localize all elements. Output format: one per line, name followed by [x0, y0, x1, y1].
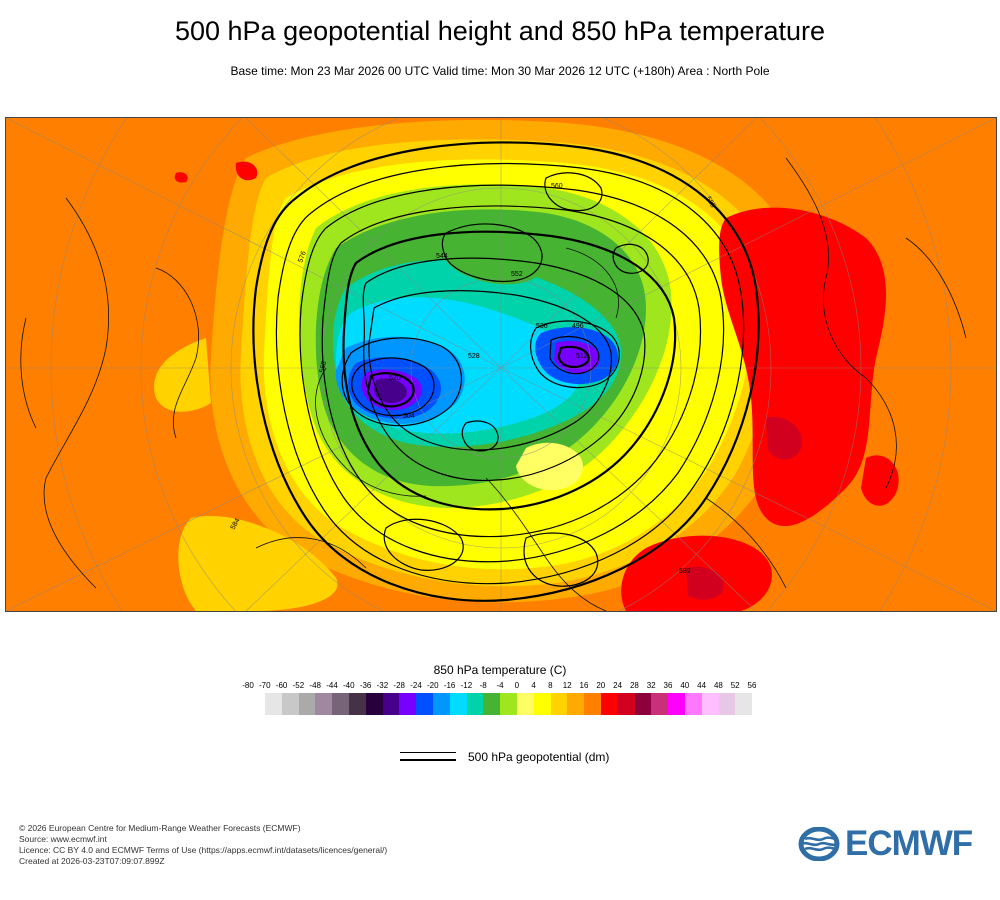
legend-swatch [668, 693, 685, 715]
legend-tick-label: -44 [326, 681, 338, 690]
temperature-legend-bar [265, 693, 753, 715]
legend-swatch [416, 693, 433, 715]
ecmwf-logo: ECMWF [795, 824, 985, 863]
legend-tick-label: 16 [579, 681, 589, 690]
legend-tick-label: -70 [259, 681, 271, 690]
legend-swatch [701, 693, 719, 715]
contour-label: 544 [436, 253, 448, 260]
legend-tick-label: 8 [548, 681, 553, 690]
north-pole-map: 584 576 568 560 552 544 536 528 520 512 … [6, 118, 996, 611]
legend-swatch [265, 693, 282, 715]
legend-swatch [651, 693, 669, 715]
contour-label: 560 [551, 183, 563, 190]
legend-tick-label: -20 [427, 681, 439, 690]
legend-swatch [634, 693, 652, 715]
legend-tick-label: 40 [680, 681, 690, 690]
legend-tick-label: 12 [562, 681, 572, 690]
coastlines [20, 157, 967, 611]
legend-tick-label: 36 [663, 681, 673, 690]
legend-swatch [584, 693, 601, 715]
temperature-legend-ticks: -80 -70 -60 -52 -48 -44 -40 -36 -32 -28 -24 -20 -16-… [0, 681, 1000, 693]
contour-label: 576 [297, 250, 308, 263]
legend-swatch [718, 693, 736, 715]
chart-title: 500 hPa geopotential height and 850 hPa … [174, 16, 825, 46]
legend-tick-label: -8 [479, 681, 487, 690]
legend-tick-label: -80 [242, 681, 254, 690]
contour-label: 552 [511, 271, 523, 278]
legend-swatch [500, 693, 517, 715]
contour-label: 512 [576, 353, 588, 360]
legend-tick-label: -36 [359, 681, 372, 690]
legend-swatch [567, 693, 585, 715]
legend-swatch [281, 693, 299, 715]
legend-tick-label: 56 [747, 681, 757, 690]
contour-label: 584 [230, 517, 242, 531]
source-text: Source: www.ecmwf.int [19, 834, 107, 844]
legend-swatch [483, 693, 501, 715]
contour-label: 504 [403, 413, 415, 420]
contour-label: 568 [319, 361, 328, 374]
legend-swatch [365, 693, 383, 715]
ecmwf-logo-text: ECMWF [845, 824, 973, 863]
legend-tick-label: 32 [646, 681, 656, 690]
legend-swatch [550, 693, 568, 715]
legend-swatch [735, 693, 753, 715]
legend-tick-label: -4 [496, 681, 504, 690]
contour-label: 496 [572, 323, 584, 330]
legend-tick-label: -48 [309, 681, 321, 690]
legend-swatch [516, 693, 534, 715]
geopotential-legend-thin-line [400, 752, 456, 753]
legend-swatch [332, 693, 349, 715]
chart-subtitle: Base time: Mon 23 Mar 2026 00 UTC Valid … [230, 64, 770, 78]
contour-label: 592 [679, 568, 691, 575]
legend-swatch [382, 693, 400, 715]
legend-tick-label: 44 [697, 681, 707, 690]
legend-swatch [449, 693, 467, 715]
legend-tick-label: -32 [376, 681, 389, 690]
legend-swatch [298, 693, 316, 715]
legend-tick-label: 20 [596, 681, 606, 690]
geopotential-legend: 500 hPa geopotential (dm) [400, 748, 700, 768]
temperature-legend-title: 850 hPa temperature (C) [433, 663, 567, 677]
contour-labels: 584 576 568 560 552 544 536 528 520 512 … [230, 183, 717, 575]
legend-swatch [466, 693, 484, 715]
contour-label: 528 [468, 353, 480, 360]
legend-tick-label: -60 [275, 681, 288, 690]
legend-swatch [315, 693, 333, 715]
geopotential-legend-thick-line [400, 759, 456, 761]
legend-swatch [348, 693, 366, 715]
created-text: Created at 2026-03-23T07:09:07.899Z [19, 856, 165, 866]
temperature-hot-areas [174, 161, 899, 611]
legend-tick-label: 24 [613, 681, 623, 690]
geopotential-contours [252, 141, 760, 602]
legend-tick-label: 4 [531, 681, 536, 690]
contour-label: 520 [389, 375, 401, 382]
legend-swatch [432, 693, 450, 715]
temperature-cold-core [299, 184, 672, 509]
legend-tick-label: -16 [443, 681, 456, 690]
legend-tick-label: -28 [393, 681, 405, 690]
legend-swatch [533, 693, 551, 715]
map-panel: 584 576 568 560 552 544 536 528 520 512 … [5, 117, 997, 612]
copyright-text: © 2026 European Centre for Medium-Range … [19, 823, 301, 833]
legend-tick-label: -24 [410, 681, 422, 690]
legend-tick-label: -40 [343, 681, 355, 690]
legend-tick-label: 0 [514, 681, 520, 690]
legend-tick-label: 28 [629, 681, 639, 690]
ecmwf-logo-mark [798, 827, 840, 861]
legend-swatch [617, 693, 635, 715]
legend-tick-label: 48 [713, 681, 723, 690]
legend-tick-label: -52 [292, 681, 305, 690]
contour-label: 536 [536, 323, 548, 330]
legend-swatch [600, 693, 618, 715]
legend-tick-label: -12 [460, 681, 473, 690]
contour-label: 588 [704, 196, 716, 210]
legend-tick-label: 52 [730, 681, 740, 690]
credits: © 2026 European Centre for Medium-Range … [19, 823, 387, 867]
graticule [6, 118, 996, 611]
legend-swatch [399, 693, 417, 715]
legend-swatch [684, 693, 702, 715]
licence-text: Licence: CC BY 4.0 and ECMWF Terms of Us… [19, 845, 388, 855]
geopotential-legend-label: 500 hPa geopotential (dm) [468, 750, 610, 764]
